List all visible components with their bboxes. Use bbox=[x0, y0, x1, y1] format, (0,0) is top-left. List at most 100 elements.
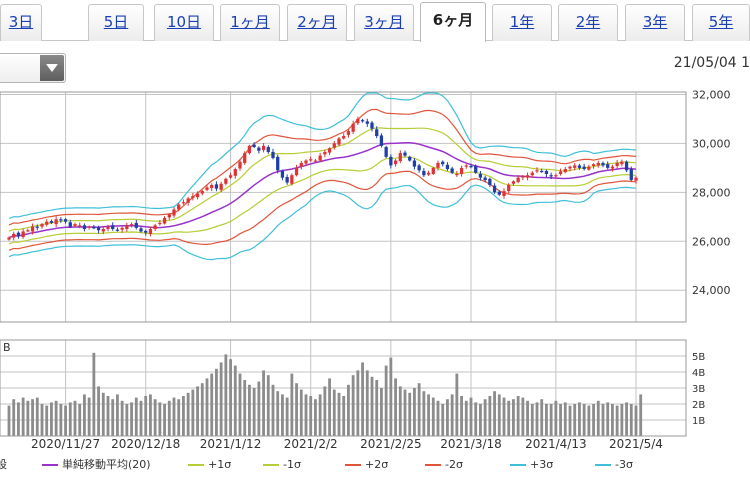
volume-bar bbox=[568, 405, 572, 436]
legend-label: +2σ bbox=[365, 458, 389, 471]
candle-body bbox=[403, 152, 407, 156]
volume-bar bbox=[601, 404, 605, 436]
volume-bar bbox=[634, 405, 638, 436]
candle-body bbox=[177, 204, 181, 210]
candle-body bbox=[186, 198, 190, 203]
tab-1-month[interactable]: 1ヶ月 bbox=[220, 4, 280, 41]
band-minus-2-sigma bbox=[8, 170, 637, 251]
date-tick-label: 2020/12/18 bbox=[111, 437, 180, 451]
volume-bar bbox=[83, 394, 86, 436]
volume-bar bbox=[318, 394, 322, 436]
candle-body bbox=[441, 161, 445, 165]
candle-body bbox=[629, 169, 633, 181]
tab-5-years[interactable]: 5年 bbox=[692, 4, 750, 41]
volume-grid bbox=[0, 340, 686, 436]
candle-body bbox=[214, 184, 219, 189]
volume-bar bbox=[375, 380, 379, 436]
candle-body bbox=[35, 226, 39, 228]
volume-bar bbox=[596, 400, 600, 436]
volume-bar bbox=[7, 405, 11, 436]
candle-body bbox=[492, 185, 497, 193]
tab-1-year[interactable]: 1年 bbox=[492, 4, 552, 41]
volume-bar bbox=[545, 404, 548, 436]
volume-tick-label: 4B bbox=[692, 368, 705, 379]
candle-body bbox=[620, 161, 624, 165]
volume-bar bbox=[592, 404, 595, 436]
volume-bar bbox=[549, 404, 553, 436]
volume-bar bbox=[469, 397, 473, 436]
candle-body bbox=[290, 175, 294, 184]
candle-body bbox=[153, 225, 157, 230]
tab-10-days[interactable]: 10日 bbox=[154, 4, 214, 41]
candle-body bbox=[144, 230, 148, 233]
volume-bar bbox=[323, 386, 327, 436]
tab-5-days[interactable]: 5日 bbox=[88, 4, 144, 41]
volume-bar bbox=[68, 402, 72, 436]
volume-bar bbox=[12, 399, 16, 436]
candle-body bbox=[228, 175, 233, 178]
candle-body bbox=[436, 162, 440, 168]
tab-2-months[interactable]: 2ヶ月 bbox=[287, 4, 347, 41]
volume-bar bbox=[281, 394, 284, 436]
candle-body bbox=[502, 191, 506, 196]
candle-body bbox=[115, 229, 120, 231]
candle-body bbox=[158, 222, 162, 225]
candle-body bbox=[568, 166, 572, 169]
legend-swatch bbox=[510, 464, 526, 466]
candle-body bbox=[549, 175, 553, 177]
candle-body bbox=[167, 214, 171, 218]
volume-bar bbox=[97, 386, 100, 436]
volume-bar bbox=[464, 400, 468, 436]
volume-bar bbox=[92, 352, 96, 436]
volume-bar bbox=[502, 397, 506, 436]
volume-bar bbox=[50, 402, 53, 436]
candle-body bbox=[615, 162, 619, 167]
volume-bar bbox=[229, 359, 232, 436]
candle-body bbox=[431, 167, 435, 174]
indicator-dropdown[interactable] bbox=[0, 53, 66, 83]
date-tick-label: 2021/3/18 bbox=[440, 437, 502, 451]
date-axis: 2020/11/27 2020/12/18 2021/1/12 2021/2/2 202… bbox=[31, 437, 663, 451]
volume-bar bbox=[45, 405, 49, 436]
volume-bar bbox=[460, 396, 463, 436]
volume-bar bbox=[149, 394, 152, 436]
volume-bar bbox=[224, 354, 228, 436]
volume-tick-label: 1B bbox=[692, 416, 705, 427]
dropdown-button[interactable] bbox=[40, 55, 64, 81]
legend-swatch bbox=[595, 464, 611, 466]
candle-body bbox=[45, 221, 49, 225]
candle-body bbox=[139, 228, 143, 232]
chevron-down-icon bbox=[46, 64, 58, 72]
tab-3-months[interactable]: 3ヶ月 bbox=[354, 4, 414, 41]
volume-bar bbox=[40, 404, 44, 436]
date-tick-label: 2021/1/12 bbox=[200, 437, 262, 451]
volume-bar bbox=[35, 397, 39, 436]
volume-bar bbox=[347, 384, 350, 436]
candle-body bbox=[243, 153, 247, 163]
candle-body bbox=[54, 219, 58, 225]
tab-3-days[interactable]: 3日 bbox=[0, 4, 42, 41]
volume-label: B bbox=[3, 341, 11, 354]
volume-bar bbox=[455, 373, 459, 436]
volume-bar bbox=[497, 394, 501, 436]
sma-20-line bbox=[8, 142, 637, 239]
chart-legend: 設 単純移動平均(20) +1σ -1σ +2σ -2σ +3σ -3σ bbox=[0, 457, 750, 473]
legend-swatch bbox=[345, 464, 361, 466]
volume-bar bbox=[73, 400, 77, 436]
volume-bar bbox=[139, 400, 143, 436]
volume-bar bbox=[332, 389, 336, 436]
tab-6-months[interactable]: 6ヶ月 bbox=[420, 2, 486, 42]
tab-2-years[interactable]: 2年 bbox=[558, 4, 618, 41]
tab-3-years[interactable]: 3年 bbox=[625, 4, 685, 41]
volume-bar bbox=[479, 404, 482, 436]
candle-body bbox=[309, 159, 313, 161]
volume-bar bbox=[483, 399, 487, 436]
volume-bar bbox=[380, 388, 383, 436]
volume-bar bbox=[606, 402, 610, 436]
volume-bar bbox=[295, 383, 298, 436]
candle-body bbox=[257, 147, 261, 151]
band-plus-3-sigma bbox=[8, 92, 637, 220]
volume-bar bbox=[271, 384, 275, 436]
volume-bar bbox=[365, 370, 369, 436]
